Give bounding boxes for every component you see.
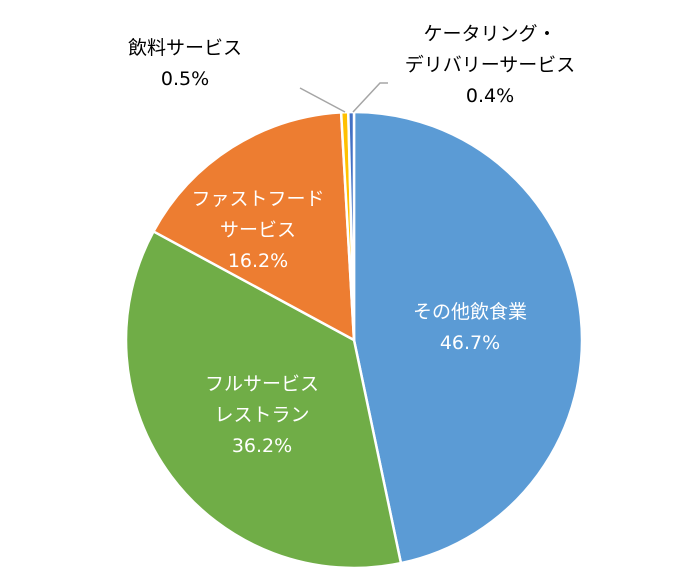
- slice-value-label: 36.2%: [232, 435, 292, 457]
- leader-line-catering: [352, 82, 388, 113]
- slice-label: その他飲食業: [413, 301, 527, 323]
- pie-slice-1: [124, 229, 403, 570]
- slice-label: ファストフード: [191, 188, 324, 210]
- pie-slice-0: [352, 110, 584, 565]
- slice-label: フルサービス: [205, 373, 319, 395]
- slice-label: ケータリング・: [423, 23, 556, 45]
- slice-value-label: 0.5%: [161, 68, 209, 90]
- slice-label: 飲料サービス: [128, 37, 242, 59]
- slice-value-label: 46.7%: [440, 332, 500, 354]
- slice-label: サービス: [220, 219, 296, 241]
- leader-line-beverage: [299, 87, 346, 113]
- pie-slice-2: [151, 111, 356, 343]
- slice-label: デリバリーサービス: [405, 54, 576, 76]
- slice-label: レストラン: [214, 404, 309, 426]
- slice-value-label: 16.2%: [228, 250, 288, 272]
- slice-value-label: 0.4%: [466, 85, 514, 107]
